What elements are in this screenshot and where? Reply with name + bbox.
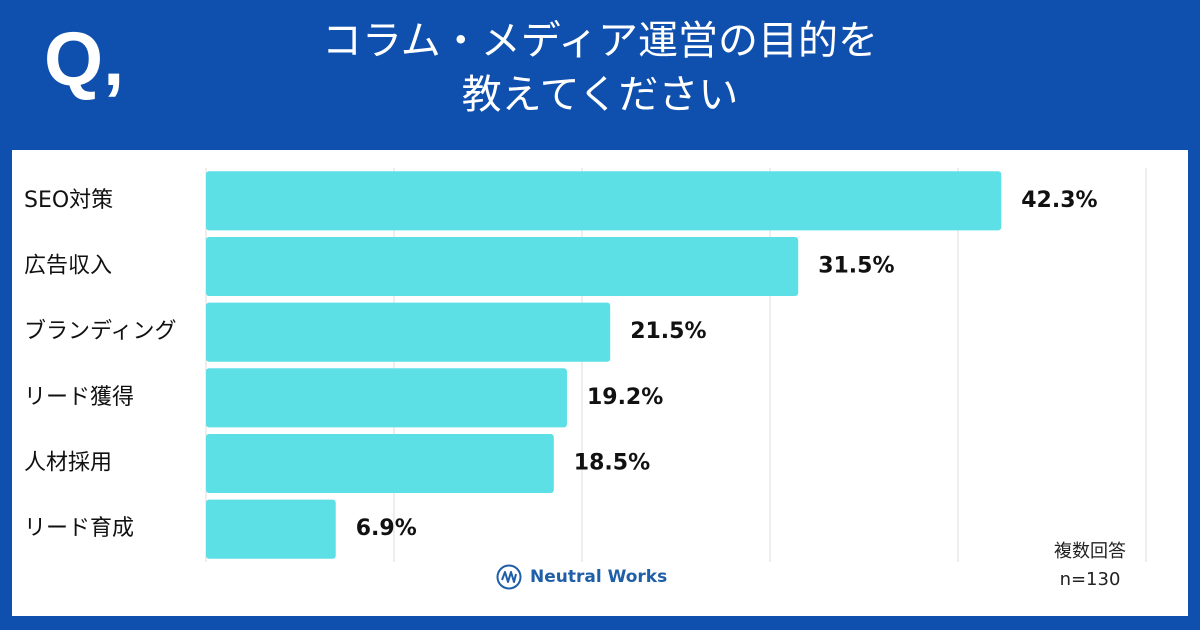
value-label: 31.5% bbox=[818, 254, 894, 279]
value-label: 21.5% bbox=[630, 319, 706, 344]
multiple-answer-note: 複数回答 bbox=[1054, 541, 1126, 562]
category-label: 広告収入 bbox=[24, 254, 112, 279]
bar-chart: SEO対策 42.3% 広告収入 31.5% ブランディング 21.5% リード獲得 19.2… bbox=[24, 168, 1147, 562]
bar bbox=[206, 433, 554, 494]
value-label: 42.3% bbox=[1021, 188, 1097, 213]
sample-size: n=130 bbox=[1059, 569, 1121, 590]
title-line-2: 教えてください bbox=[461, 72, 739, 118]
response-note: 複数回答 n=130 bbox=[1054, 538, 1126, 594]
bar bbox=[206, 236, 799, 297]
brand-name: Neutral Works bbox=[530, 567, 668, 587]
chart-panel: SEO対策 42.3% 広告収入 31.5% ブランディング 21.5% リード獲得 19.2… bbox=[12, 150, 1188, 616]
category-label: SEO対策 bbox=[24, 188, 113, 213]
category-label: ブランディング bbox=[24, 319, 176, 344]
category-label: リード獲得 bbox=[24, 385, 134, 410]
category-label: 人材採用 bbox=[24, 451, 112, 476]
bar bbox=[206, 302, 611, 362]
value-label: 19.2% bbox=[587, 385, 663, 410]
bar bbox=[206, 368, 567, 428]
question-mark: Q, bbox=[44, 17, 125, 102]
category-label: リード育成 bbox=[24, 516, 134, 541]
question-title: コラム・メディア運営の目的を 教えてください bbox=[200, 14, 1000, 122]
bar bbox=[206, 171, 1002, 231]
value-label: 18.5% bbox=[574, 451, 650, 476]
brand-logo: Neutral Works bbox=[496, 564, 667, 590]
neutral-works-logo-icon bbox=[496, 564, 522, 590]
title-line-1: コラム・メディア運営の目的を bbox=[322, 18, 878, 64]
value-label: 6.9% bbox=[356, 516, 417, 541]
bar bbox=[206, 499, 336, 559]
